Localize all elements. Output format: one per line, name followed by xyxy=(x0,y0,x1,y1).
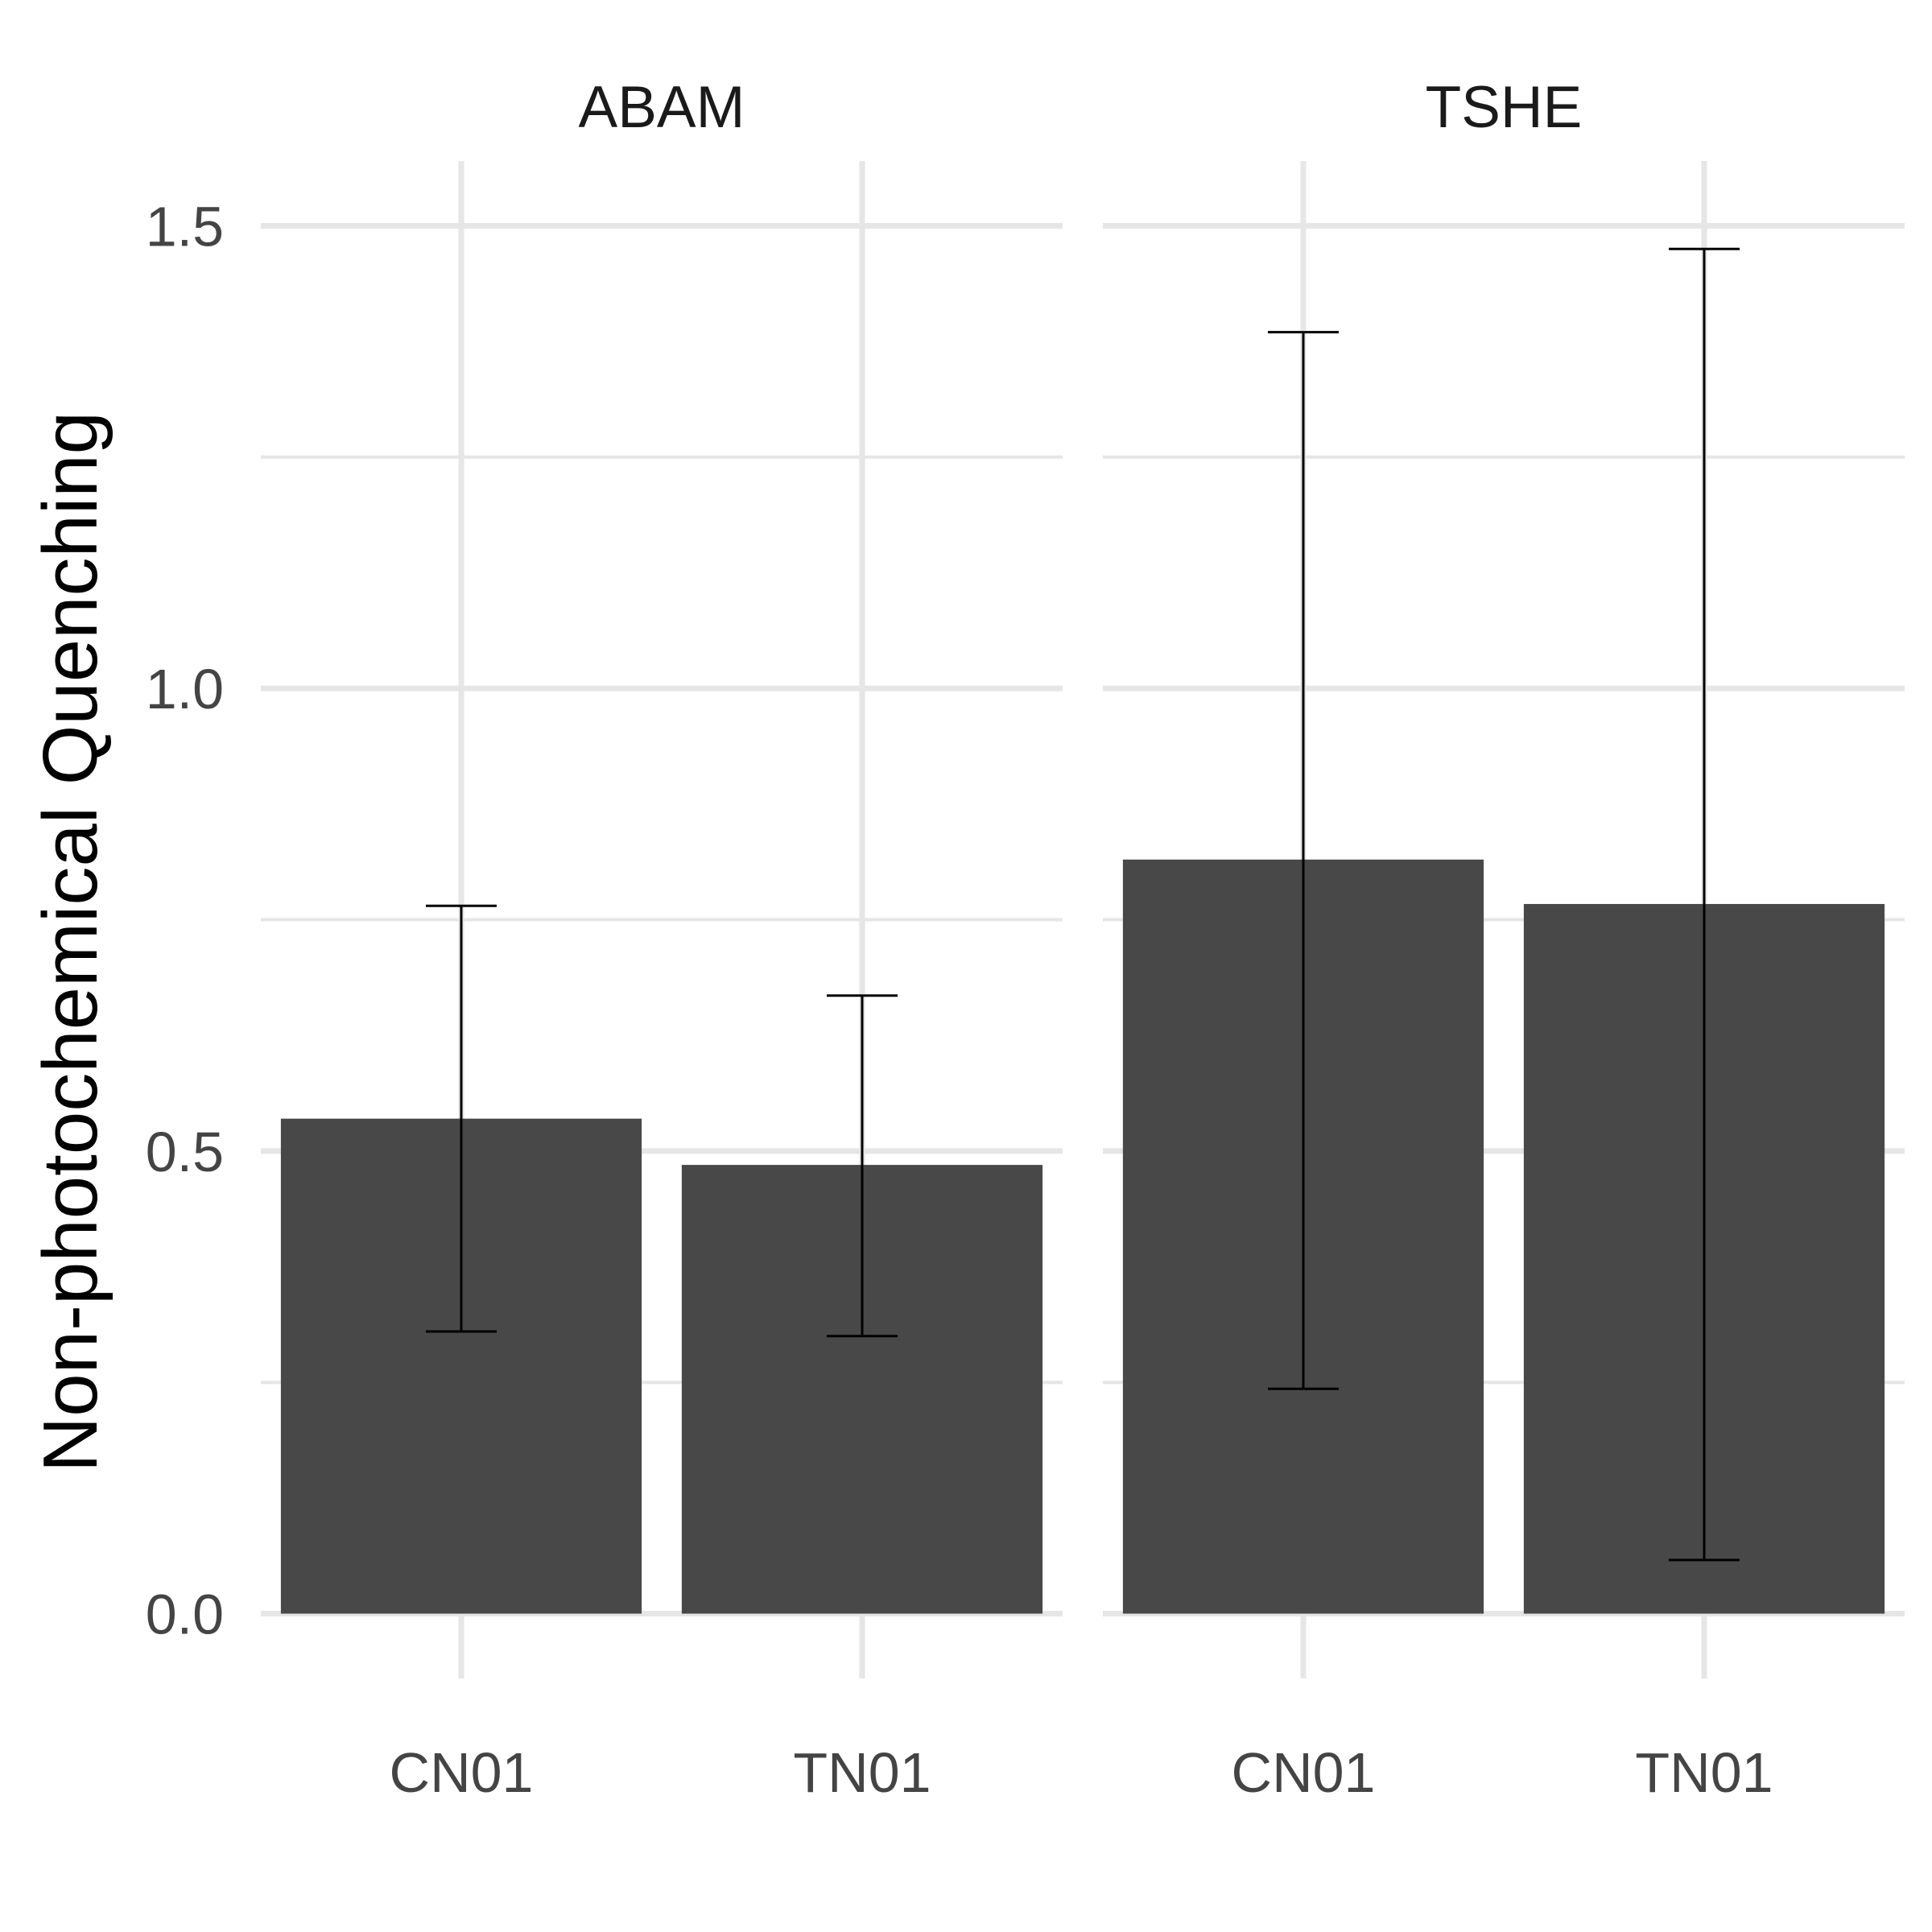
y-tick-label: 1.5 xyxy=(146,195,224,258)
panel-abam: ABAM CN01 TN01 xyxy=(261,75,1063,1804)
panel-label: ABAM xyxy=(579,75,745,140)
panel-tshe: TSHE CN01 TN01 xyxy=(1103,75,1905,1804)
y-tick-label: 0.0 xyxy=(146,1583,224,1646)
y-tick-label: 1.0 xyxy=(146,658,224,720)
x-tick-label: TN01 xyxy=(1635,1741,1773,1804)
y-axis-title: Non-photochemical Quenching xyxy=(27,411,114,1472)
panel-label: TSHE xyxy=(1426,75,1583,140)
x-tick-label: CN01 xyxy=(390,1741,534,1804)
y-tick-label: 0.5 xyxy=(146,1121,224,1183)
x-tick-label: CN01 xyxy=(1232,1741,1376,1804)
panels: ABAM CN01 TN01 TSHE CN01 TN01 0.0 0.5 1.0 1.5 xyxy=(146,75,1905,1804)
x-tick-label: TN01 xyxy=(793,1741,931,1804)
